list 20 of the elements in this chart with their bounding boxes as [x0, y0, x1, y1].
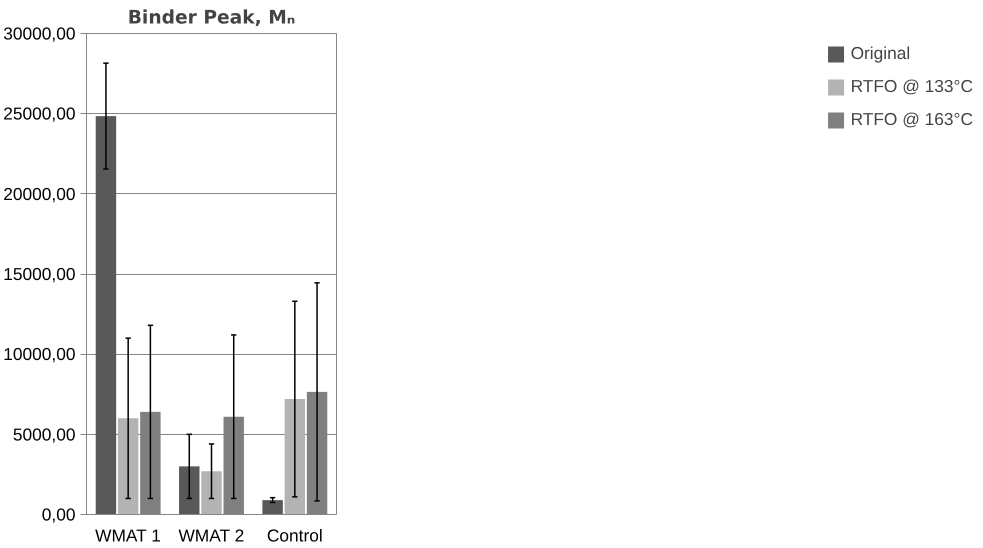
x-tick-label: WMAT 2 — [178, 526, 244, 546]
y-tick-label: 25000,00 — [3, 104, 76, 124]
x-tick-label: WMAT 1 — [95, 526, 161, 546]
legend-label: RTFO @ 163°C — [850, 109, 973, 130]
bar — [96, 116, 116, 514]
y-tick-label: 0,00 — [42, 504, 76, 524]
x-tick-label: Control — [266, 526, 323, 546]
bar — [284, 399, 306, 514]
bar — [201, 471, 222, 514]
y-tick-label: 30000,00 — [3, 24, 76, 44]
y-tick-label: 5000,00 — [12, 424, 76, 444]
legend-label: RTFO @ 133°C — [850, 76, 973, 97]
y-tick-label: 20000,00 — [3, 184, 76, 204]
y-tick-label: 10000,00 — [3, 344, 76, 364]
bar — [179, 466, 200, 514]
chart-title: Binder Peak, Mₙ — [128, 8, 296, 28]
legend-label: Original — [850, 43, 910, 64]
bar — [262, 500, 283, 514]
bar — [118, 418, 138, 514]
y-tick-label: 15000,00 — [3, 264, 76, 284]
